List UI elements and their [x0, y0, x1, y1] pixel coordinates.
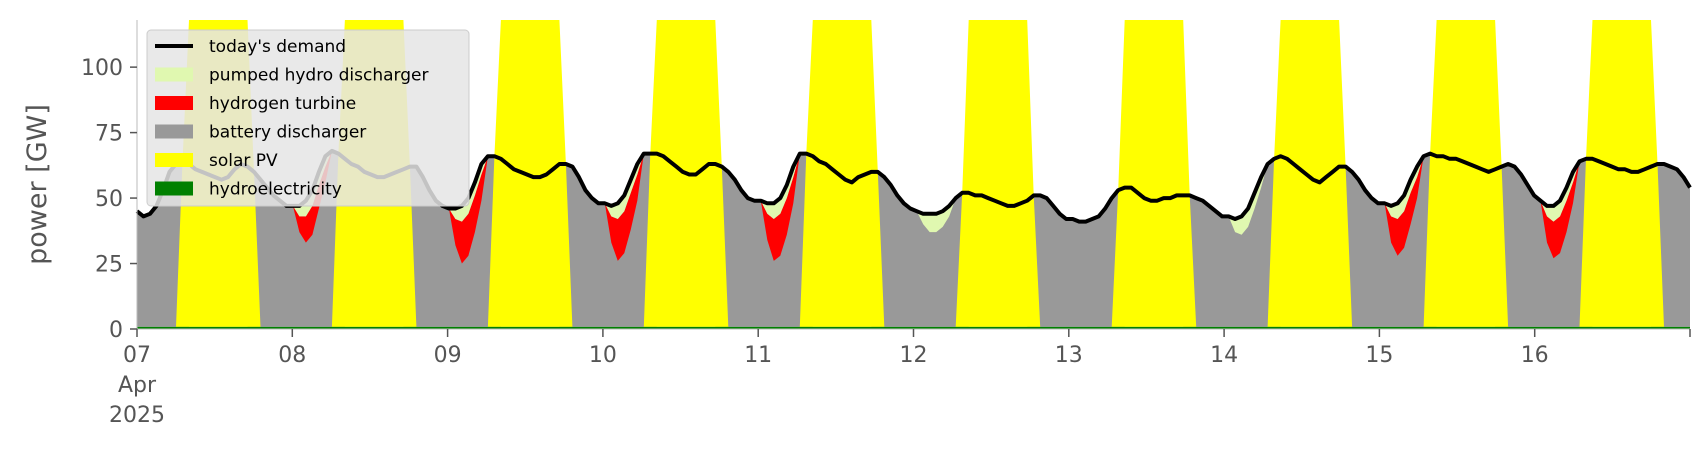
legend-label: hydroelectricity — [209, 180, 342, 200]
x-tick-label: 10 — [589, 343, 617, 368]
y-tick-label: 25 — [95, 253, 123, 278]
x-tick-label: 12 — [900, 343, 928, 368]
x-tick-label: 09 — [434, 343, 462, 368]
x-tick-label: 11 — [744, 343, 772, 368]
y-tick-label: 100 — [81, 56, 123, 81]
x-tick-label: 15 — [1365, 343, 1393, 368]
legend-swatch — [155, 67, 193, 82]
legend-label: hydrogen turbine — [209, 94, 356, 114]
y-tick-label: 50 — [95, 187, 123, 212]
legend-label: pumped hydro discharger — [209, 66, 428, 86]
legend: today's demand pumped hydro discharger hyd… — [146, 29, 470, 207]
x-tick-label: 08 — [278, 343, 306, 368]
x-tick-label: 07 — [123, 343, 151, 368]
x-tick-label: 2025 — [109, 403, 165, 428]
legend-label: battery discharger — [209, 123, 366, 143]
x-tick-label: Apr — [118, 373, 157, 398]
battery-discharger-area — [137, 150, 1690, 327]
legend-swatch — [155, 153, 193, 167]
y-tick-label: 0 — [109, 318, 123, 343]
x-tick-label: 13 — [1055, 343, 1083, 368]
legend-swatch — [155, 124, 193, 139]
y-tick-label: 75 — [95, 122, 123, 147]
legend-label: today's demand — [209, 37, 346, 57]
y-axis-label: power [GW] — [22, 104, 53, 265]
legend-label: solar PV — [209, 151, 278, 171]
x-tick-label: 14 — [1210, 343, 1238, 368]
x-tick-label: 16 — [1521, 343, 1549, 368]
axes: 0 25 50 75 100 07 Apr 2025 08 09 10 11 12 13 14 15 16 pow… — [22, 20, 1691, 428]
legend-swatch — [155, 96, 193, 110]
solar-pv-area — [137, 20, 1690, 327]
legend-swatch — [155, 181, 193, 196]
legend-box — [146, 29, 470, 207]
hydroelectricity-area — [137, 326, 1690, 329]
